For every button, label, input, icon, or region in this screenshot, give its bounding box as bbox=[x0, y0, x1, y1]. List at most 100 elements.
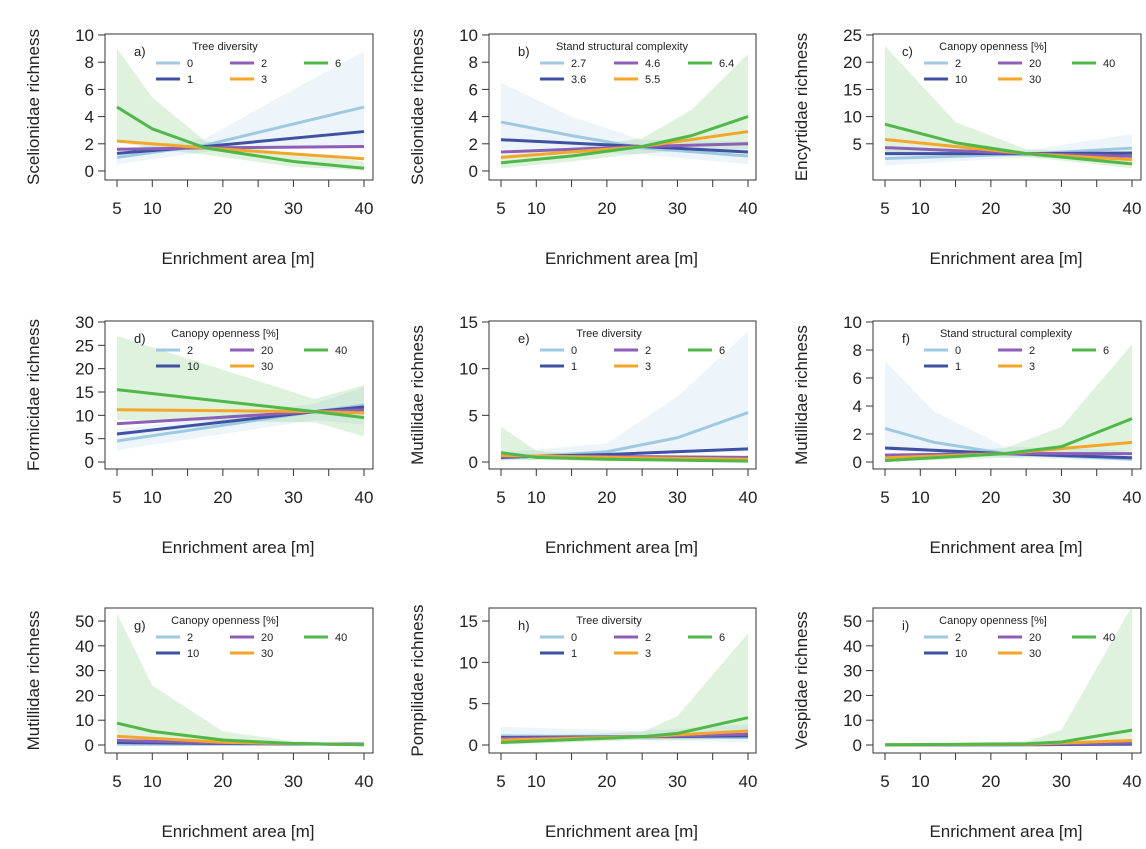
y-axis-label: Scelionidae richness bbox=[24, 29, 43, 185]
x-axis-label: Enrichment area [m] bbox=[929, 538, 1082, 557]
y-tick-label: 10 bbox=[75, 711, 94, 730]
y-tick-label: 25 bbox=[75, 336, 94, 355]
y-tick-label: 50 bbox=[75, 612, 94, 631]
y-tick-label: 30 bbox=[75, 313, 94, 332]
x-tick-label: 10 bbox=[143, 488, 162, 507]
x-tick-label: 20 bbox=[597, 488, 616, 507]
series-line-6 bbox=[500, 716, 749, 745]
x-tick-label: 40 bbox=[1123, 488, 1142, 507]
legend-label: 2.7 bbox=[571, 58, 586, 70]
legend-label: 1 bbox=[571, 648, 577, 660]
legend-label: 2 bbox=[187, 632, 193, 644]
legend-label: 0 bbox=[571, 345, 577, 357]
y-tick-label: 0 bbox=[853, 453, 862, 472]
plot-area bbox=[500, 633, 749, 745]
series-line-6 bbox=[116, 105, 365, 170]
plot-frame bbox=[104, 607, 374, 754]
y-tick-label: 6 bbox=[85, 80, 94, 99]
legend: Tree diversity 0 1 2 3 6 bbox=[540, 328, 725, 373]
legend-title: Canopy openness [%] bbox=[171, 615, 279, 627]
y-tick-label: 10 bbox=[459, 26, 478, 45]
y-tick-label: 8 bbox=[853, 341, 862, 360]
y-tick-label: 0 bbox=[853, 736, 862, 755]
plot-frame bbox=[488, 320, 757, 470]
x-tick-label: 40 bbox=[355, 772, 374, 791]
y-tick-label: 0 bbox=[469, 162, 478, 181]
chart-panel-b: 0 2 4 6 8 10 5 10 20 30 40 Enrichment area [m] Sceli… bbox=[408, 26, 757, 268]
legend-label: 6 bbox=[719, 632, 725, 644]
y-axis-label: Vespidae richness bbox=[792, 612, 811, 750]
legend-title: Tree diversity bbox=[576, 615, 642, 627]
x-tick-label: 20 bbox=[213, 772, 232, 791]
series-line-6 bbox=[884, 417, 1133, 463]
y-tick-label: 5 bbox=[853, 135, 862, 154]
plot-area bbox=[884, 344, 1133, 463]
legend-label: 2 bbox=[187, 345, 193, 357]
legend-title: Tree diversity bbox=[192, 41, 258, 53]
y-tick-label: 20 bbox=[843, 53, 862, 72]
legend-label: 5.5 bbox=[645, 74, 660, 86]
confidence-band-40 bbox=[885, 45, 1132, 169]
legend-label: 3 bbox=[261, 74, 267, 86]
legend: Canopy openness [%] 2 10 20 30 40 bbox=[156, 328, 347, 373]
plot-frame bbox=[104, 320, 374, 470]
x-tick-label: 5 bbox=[496, 199, 505, 218]
x-tick-label: 30 bbox=[668, 488, 687, 507]
legend-label: 2 bbox=[955, 58, 961, 70]
x-tick-label: 30 bbox=[1052, 772, 1071, 791]
legend-label: 0 bbox=[571, 632, 577, 644]
y-axis-label: Mutillidae richness bbox=[24, 611, 43, 751]
panel-label: d) bbox=[134, 331, 146, 346]
x-tick-label: 5 bbox=[880, 488, 889, 507]
x-tick-label: 30 bbox=[1052, 199, 1071, 218]
y-tick-label: 0 bbox=[469, 736, 478, 755]
x-tick-label: 20 bbox=[213, 199, 232, 218]
y-axis-label: Scelionidae richness bbox=[408, 29, 427, 185]
y-tick-label: 20 bbox=[75, 360, 94, 379]
y-tick-label: 15 bbox=[459, 313, 478, 332]
panel-label: g) bbox=[134, 618, 146, 633]
legend-label: 30 bbox=[261, 648, 273, 660]
y-tick-label: 30 bbox=[75, 662, 94, 681]
legend: Tree diversity 0 1 2 3 6 bbox=[540, 615, 725, 660]
series-line-2.7 bbox=[500, 120, 749, 158]
panel-label: b) bbox=[518, 44, 530, 59]
panel-label: i) bbox=[902, 618, 909, 633]
legend-label: 10 bbox=[955, 74, 967, 86]
y-tick-label: 4 bbox=[853, 397, 862, 416]
chart-panel-g: 0 10 20 30 40 50 5 10 20 30 40 Enrichment area [m] M… bbox=[24, 607, 374, 841]
y-tick-label: 0 bbox=[85, 453, 94, 472]
chart-panel-i: 0 10 20 30 40 50 5 10 20 30 40 Enrichment area [m] V… bbox=[792, 607, 1142, 841]
y-tick-label: 25 bbox=[843, 26, 862, 45]
x-tick-label: 20 bbox=[981, 199, 1000, 218]
y-tick-label: 20 bbox=[843, 686, 862, 705]
x-axis-label: Enrichment area [m] bbox=[545, 822, 698, 841]
x-tick-label: 10 bbox=[143, 199, 162, 218]
legend-label: 20 bbox=[1029, 58, 1041, 70]
x-tick-label: 5 bbox=[112, 199, 121, 218]
y-tick-label: 8 bbox=[469, 53, 478, 72]
x-axis-label: Enrichment area [m] bbox=[929, 822, 1082, 841]
confidence-band-40 bbox=[885, 608, 1132, 745]
legend-title: Canopy openness [%] bbox=[171, 328, 279, 340]
y-tick-label: 10 bbox=[75, 26, 94, 45]
legend-title: Stand structural complexity bbox=[556, 41, 689, 53]
legend-label: 4.6 bbox=[645, 58, 660, 70]
x-tick-label: 10 bbox=[527, 488, 546, 507]
legend: Canopy openness [%] 2 10 20 30 40 bbox=[156, 615, 347, 660]
x-tick-label: 10 bbox=[911, 199, 930, 218]
panel-label: h) bbox=[518, 618, 530, 633]
confidence-band-0 bbox=[501, 331, 748, 462]
legend-title: Tree diversity bbox=[576, 328, 642, 340]
legend-label: 3 bbox=[645, 361, 651, 373]
legend: Tree diversity 0 1 2 3 6 bbox=[156, 41, 341, 86]
panel-label: e) bbox=[518, 331, 530, 346]
legend-label: 6.4 bbox=[719, 58, 734, 70]
x-tick-label: 10 bbox=[527, 199, 546, 218]
legend-label: 20 bbox=[1029, 632, 1041, 644]
